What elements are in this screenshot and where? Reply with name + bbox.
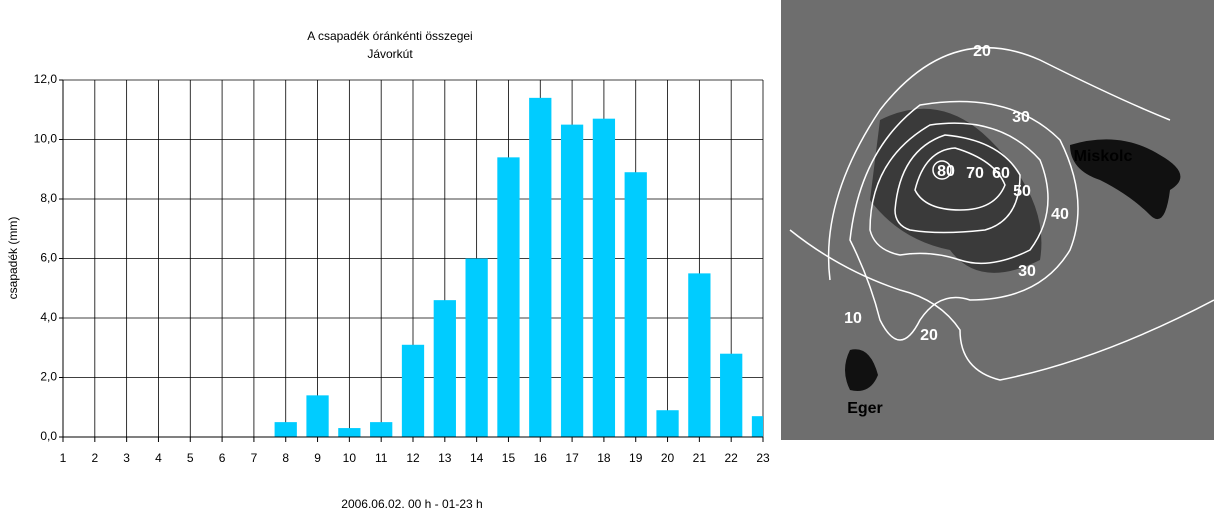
x-tick-label: 14 — [470, 451, 484, 465]
page: A csapadék óránkénti összegei Jávorkút c… — [0, 0, 1214, 513]
bar — [593, 119, 615, 437]
x-tick-label: 16 — [534, 451, 548, 465]
y-tick-label: 6,0 — [40, 251, 57, 265]
x-tick-label: 2 — [91, 451, 98, 465]
bar — [402, 345, 424, 437]
x-tick-label: 23 — [756, 451, 770, 465]
bar — [720, 354, 742, 437]
bar — [466, 259, 488, 438]
x-tick-label: 17 — [565, 451, 579, 465]
chart-title: A csapadék óránkénti összegei — [307, 29, 472, 43]
city-label: Miskolc — [1074, 148, 1133, 165]
y-axis-label: csapadék (mm) — [6, 217, 20, 300]
bar — [561, 125, 583, 437]
contour-label: 30 — [1018, 263, 1036, 280]
bar — [370, 422, 392, 437]
x-tick-label: 6 — [219, 451, 226, 465]
y-tick-label: 4,0 — [40, 310, 57, 324]
contour-label: 70 — [966, 165, 984, 182]
bar — [497, 157, 519, 437]
x-tick-label: 15 — [502, 451, 516, 465]
x-tick-label: 20 — [661, 451, 675, 465]
bar — [275, 422, 297, 437]
x-tick-label: 3 — [123, 451, 130, 465]
x-tick-label: 21 — [693, 451, 707, 465]
y-tick-label: 8,0 — [40, 191, 57, 205]
contour-label: 30 — [1012, 109, 1030, 126]
y-tick-label: 12,0 — [34, 72, 58, 86]
city-label: Eger — [847, 400, 883, 417]
x-tick-label: 11 — [375, 451, 388, 465]
x-tick-label: 7 — [251, 451, 258, 465]
bar — [434, 300, 456, 437]
y-tick-label: 0,0 — [40, 429, 57, 443]
bar — [306, 395, 328, 437]
x-tick-label: 19 — [629, 451, 643, 465]
contour-label: 60 — [992, 165, 1010, 182]
chart-subtitle: Jávorkút — [367, 47, 413, 61]
x-tick-label: 18 — [597, 451, 611, 465]
bar — [625, 172, 647, 437]
contour-label: 40 — [1051, 206, 1069, 223]
x-tick-label: 12 — [406, 451, 420, 465]
contour-label: 20 — [973, 43, 991, 60]
contour-label: 50 — [1013, 183, 1031, 200]
bar — [529, 98, 551, 437]
contour-label: 10 — [844, 310, 862, 327]
x-tick-label: 5 — [187, 451, 194, 465]
x-axis-label: 2006.06.02. 00 h - 01-23 h — [341, 497, 482, 511]
x-tick-label: 9 — [314, 451, 321, 465]
x-tick-label: 8 — [282, 451, 289, 465]
contour-label: 20 — [920, 327, 938, 344]
y-tick-label: 2,0 — [40, 370, 57, 384]
x-tick-label: 22 — [725, 451, 739, 465]
x-tick-label: 10 — [343, 451, 357, 465]
bar — [338, 428, 360, 437]
bar — [688, 273, 710, 437]
x-tick-label: 4 — [155, 451, 162, 465]
y-tick-label: 10,0 — [34, 132, 58, 146]
x-tick-label: 13 — [438, 451, 452, 465]
bar — [656, 410, 678, 437]
x-tick-label: 1 — [60, 451, 67, 465]
bar — [752, 416, 774, 437]
contour-label: 80 — [937, 163, 955, 180]
